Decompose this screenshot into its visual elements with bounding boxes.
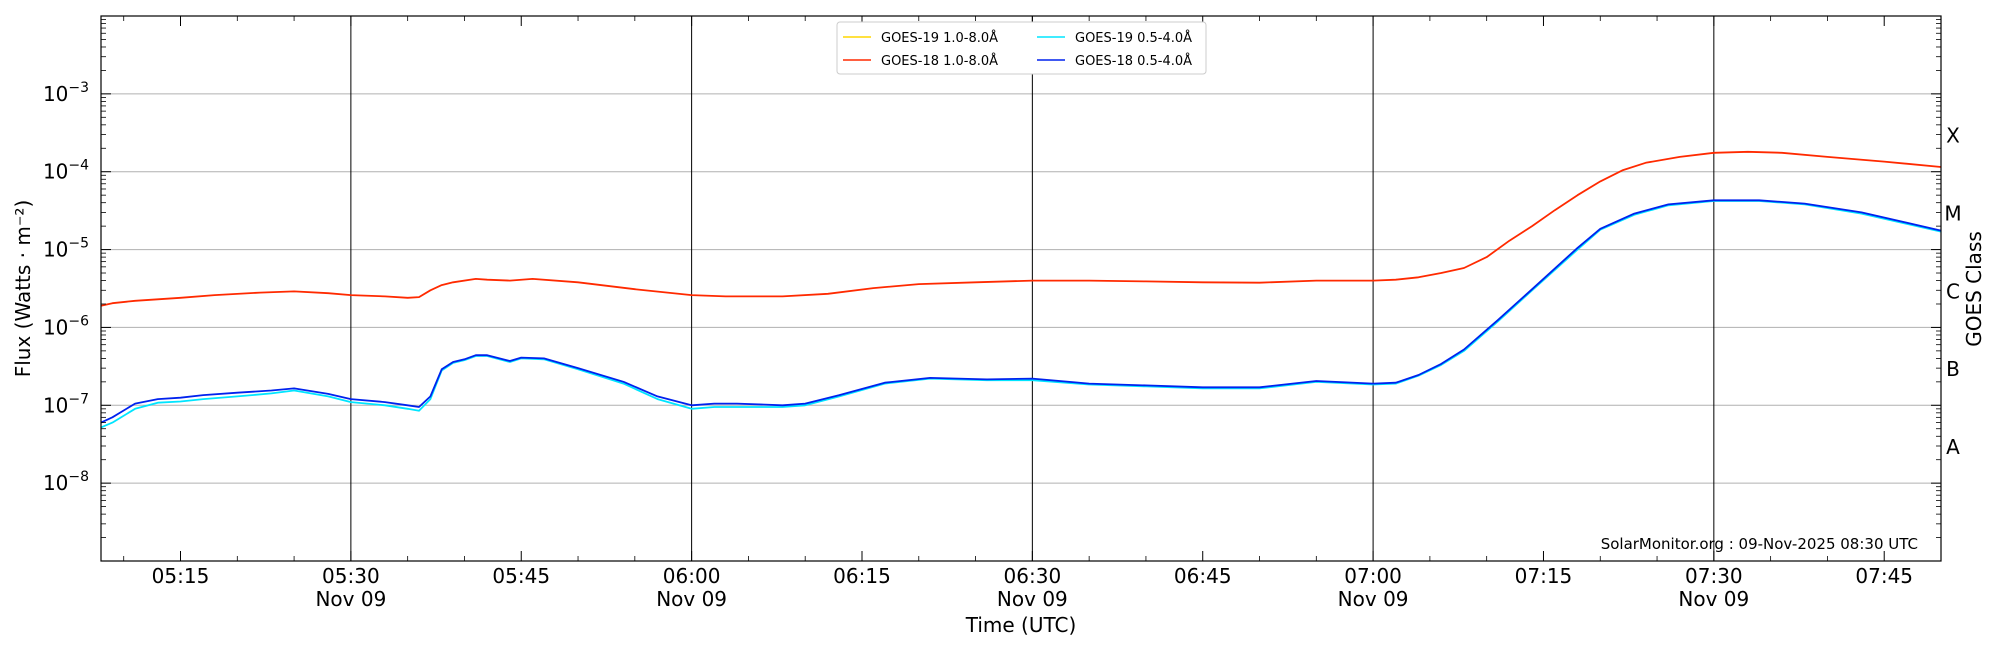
series-lines (100, 150, 1942, 429)
x-tick-label: 07:00 (1344, 564, 1402, 588)
grid-lines (101, 16, 1941, 561)
y-tick-label: 10−7 (43, 391, 89, 417)
x-tick-label: 06:30 (1004, 564, 1062, 588)
legend-label-1: GOES-19 0.5-4.0Å (1075, 30, 1192, 46)
legend-label-3: GOES-18 0.5-4.0Å (1075, 53, 1192, 69)
series-line-3 (100, 199, 1942, 424)
legend: GOES-19 1.0-8.0Å GOES-18 1.0-8.0Å GOES-19 … (836, 21, 1207, 75)
x-tick-label: 05:45 (492, 564, 550, 588)
x-tick-label: 05:30 (322, 564, 380, 588)
goes-class-label: B (1946, 357, 1960, 381)
y-tick-label: 10−3 (43, 80, 89, 106)
goes-class-label: X (1946, 124, 1960, 148)
axis-ticks (101, 16, 1942, 561)
x-tick-label: 07:15 (1515, 564, 1573, 588)
y-axis-label: Flux (Watts · m⁻²) (11, 200, 35, 378)
x-tick-sublabel: Nov 09 (1678, 587, 1749, 611)
goes-class-label: M (1944, 201, 1961, 225)
y-tick-label: 10−5 (43, 236, 89, 262)
x-tick-label: 05:15 (152, 564, 210, 588)
x-tick-sublabel: Nov 09 (656, 587, 727, 611)
y-tick-label: 10−8 (43, 469, 89, 495)
source-annotation: SolarMonitor.org : 09-Nov-2025 08:30 UTC (1601, 535, 1918, 553)
x-tick-label: 06:15 (833, 564, 891, 588)
goes-class-axis-label: GOES Class (1962, 231, 1986, 347)
y-tick-label: 10−6 (43, 313, 89, 339)
series-line-2 (100, 150, 1942, 307)
x-tick-sublabel: Nov 09 (315, 587, 386, 611)
x-tick-label: 06:45 (1174, 564, 1232, 588)
x-tick-label: 07:30 (1685, 564, 1743, 588)
legend-label-0: GOES-19 1.0-8.0Å (881, 30, 998, 46)
legend-label-2: GOES-18 1.0-8.0Å (881, 53, 998, 69)
goes-class-label: A (1946, 435, 1960, 459)
y-tick-label: 10−4 (43, 158, 89, 184)
x-tick-label: 07:45 (1855, 564, 1913, 588)
legend-box (836, 21, 1207, 75)
x-tick-sublabel: Nov 09 (1338, 587, 1409, 611)
x-axis-label: Time (UTC) (965, 613, 1077, 637)
x-tick-sublabel: Nov 09 (997, 587, 1068, 611)
x-tick-label: 06:00 (663, 564, 721, 588)
plot-frame (100, 15, 1942, 562)
goes-class-label: C (1946, 279, 1960, 303)
